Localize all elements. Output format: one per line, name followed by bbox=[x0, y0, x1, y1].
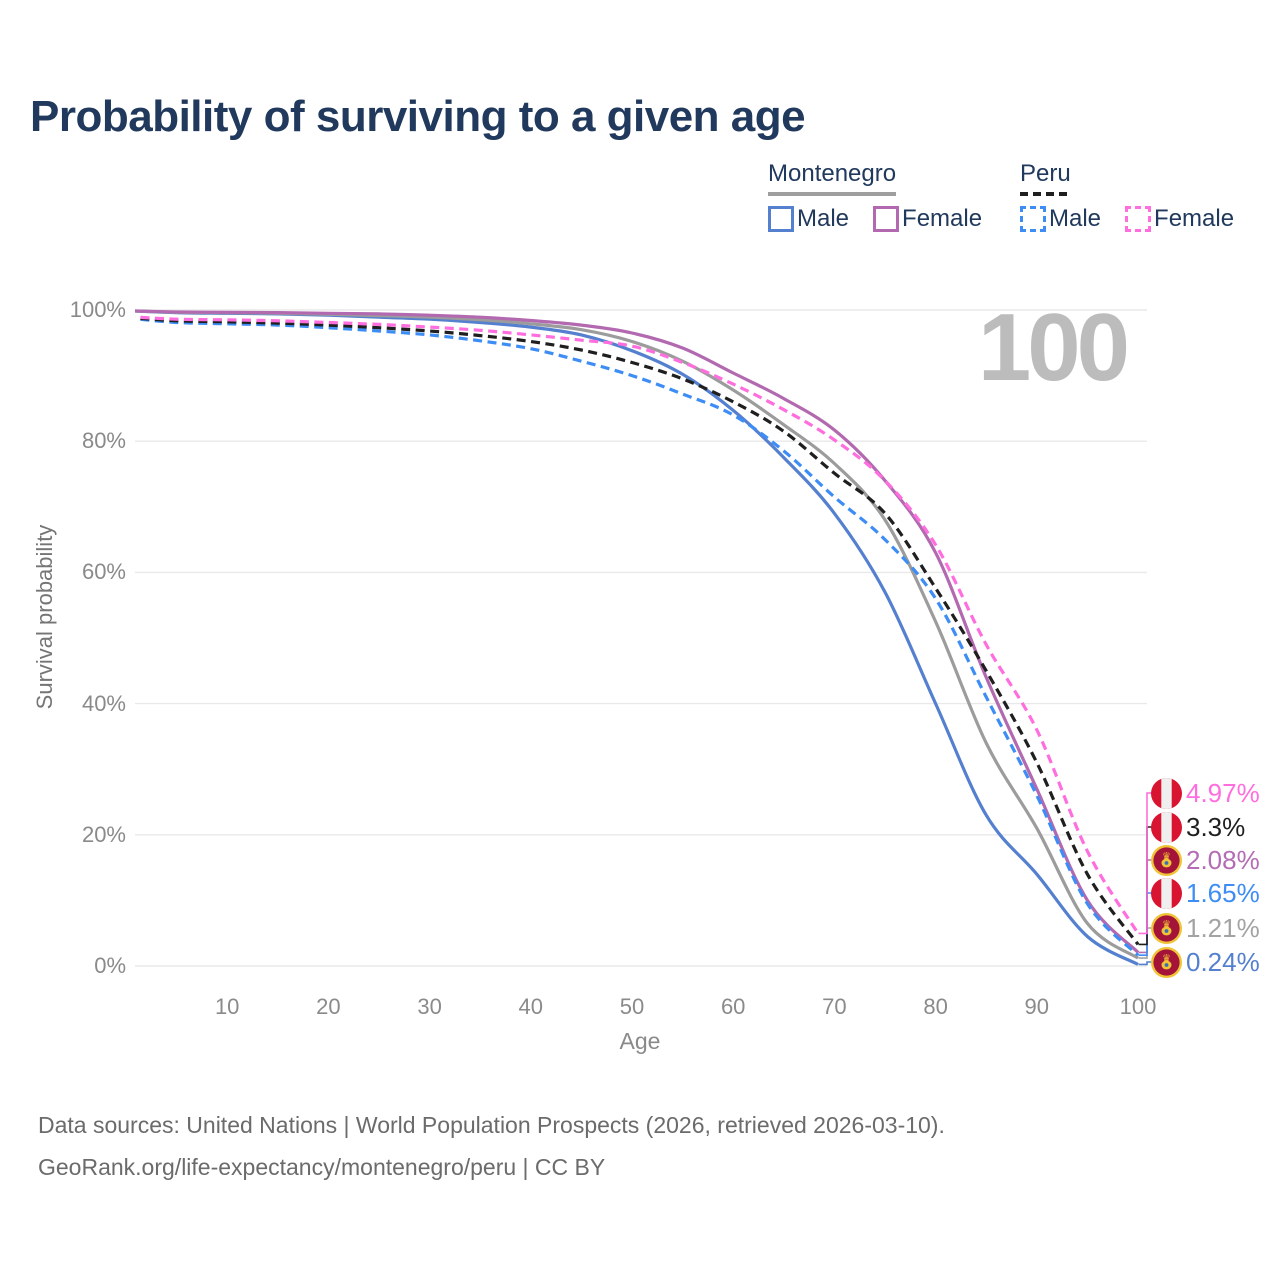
end-label-mne_male: ♛ 0.24% bbox=[1151, 946, 1260, 978]
end-label-value: 2.08% bbox=[1186, 845, 1260, 875]
series-line-per_male[interactable] bbox=[126, 317, 1140, 957]
end-label-mne_total: ♛ 1.21% bbox=[1151, 912, 1260, 944]
legend-swatch-icon bbox=[873, 206, 900, 232]
montenegro-flag-icon: ♛ bbox=[1151, 912, 1182, 944]
legend-item-peru-male[interactable]: Male bbox=[1020, 205, 1101, 233]
end-label-value: 0.24% bbox=[1186, 947, 1260, 977]
connector-per_female bbox=[1138, 792, 1154, 935]
end-label-per_male: 1.65% bbox=[1151, 877, 1260, 909]
peru-flag-icon bbox=[1151, 777, 1182, 809]
series-line-per_female[interactable] bbox=[126, 315, 1140, 935]
x-axis-title: Age bbox=[619, 1028, 661, 1054]
y-tick-label: 20% bbox=[81, 821, 126, 847]
peru-flag-icon bbox=[1151, 877, 1182, 909]
end-label-connectors bbox=[1138, 792, 1154, 966]
legend-swatch-icon bbox=[1125, 206, 1152, 232]
x-tick-label: 30 bbox=[417, 994, 442, 1019]
y-tick-label: 100% bbox=[69, 297, 126, 322]
legend-item-peru-female[interactable]: Female bbox=[1125, 205, 1234, 233]
peru-flag-icon bbox=[1151, 811, 1182, 843]
end-label-value: 1.21% bbox=[1186, 913, 1260, 943]
footer-sources-line: Data sources: United Nations | World Pop… bbox=[38, 1112, 945, 1138]
end-label-value: 1.65% bbox=[1186, 878, 1260, 908]
series-line-mne_male[interactable] bbox=[126, 309, 1139, 966]
footer-link-line: GeoRank.org/life-expectancy/montenegro/p… bbox=[38, 1154, 606, 1180]
series-lines bbox=[126, 309, 1140, 966]
end-label-per_female: 4.97% bbox=[1151, 777, 1260, 809]
series-line-mne_total[interactable] bbox=[126, 309, 1139, 960]
montenegro-flag-icon: ♛ bbox=[1151, 844, 1182, 876]
series-line-mne_female[interactable] bbox=[126, 309, 1140, 954]
legend-country-montenegro: Montenegro bbox=[768, 160, 897, 196]
end-label-mne_female: ♛ 2.08% bbox=[1151, 844, 1260, 876]
legend-item-montenegro-male[interactable]: Male bbox=[768, 205, 849, 233]
end-label-value: 3.3% bbox=[1186, 812, 1246, 842]
x-tick-label: 80 bbox=[923, 994, 948, 1019]
y-tick-label: 40% bbox=[81, 690, 126, 716]
svg-text:♛: ♛ bbox=[1162, 851, 1171, 862]
y-tick-label: 80% bbox=[81, 428, 126, 454]
legend-peru-line-style bbox=[1020, 192, 1071, 196]
connector-mne_male bbox=[1138, 961, 1154, 966]
svg-text:♛: ♛ bbox=[1162, 919, 1171, 930]
x-tick-label: 100 bbox=[1119, 994, 1157, 1019]
legend-montenegro-line-style bbox=[768, 192, 897, 196]
x-tick-label: 70 bbox=[822, 994, 847, 1019]
age-counter-watermark: 100 bbox=[977, 294, 1130, 401]
legend-item-montenegro-female[interactable]: Female bbox=[873, 205, 982, 233]
legend-swatch-icon bbox=[768, 206, 794, 232]
end-label-value: 4.97% bbox=[1186, 778, 1260, 808]
y-axis-title: Survival probability bbox=[32, 524, 57, 710]
legend-group-montenegro: Montenegro Male Female bbox=[768, 160, 982, 233]
x-tick-label: 10 bbox=[214, 994, 240, 1019]
series-line-per_total[interactable] bbox=[126, 316, 1140, 946]
end-label-per_total: 3.3% bbox=[1151, 811, 1245, 843]
montenegro-flag-icon: ♛ bbox=[1151, 946, 1182, 978]
x-tick-label: 90 bbox=[1024, 994, 1050, 1019]
x-tick-label: 20 bbox=[316, 994, 341, 1019]
y-tick-label: 60% bbox=[81, 559, 126, 585]
footer: Data sources: United Nations | World Pop… bbox=[38, 1104, 945, 1188]
x-tick-label: 40 bbox=[518, 994, 544, 1019]
x-tick-label: 60 bbox=[720, 994, 746, 1019]
gridlines bbox=[135, 309, 1147, 967]
legend-swatch-icon bbox=[1020, 206, 1046, 232]
svg-text:♛: ♛ bbox=[1162, 953, 1171, 964]
legend-group-peru: Peru Male Female bbox=[1020, 160, 1234, 233]
x-tick-label: 50 bbox=[619, 994, 645, 1019]
legend-country-peru: Peru bbox=[1020, 160, 1071, 196]
y-tick-label: 0% bbox=[94, 953, 126, 978]
page-title: Probability of surviving to a given age bbox=[30, 92, 806, 141]
